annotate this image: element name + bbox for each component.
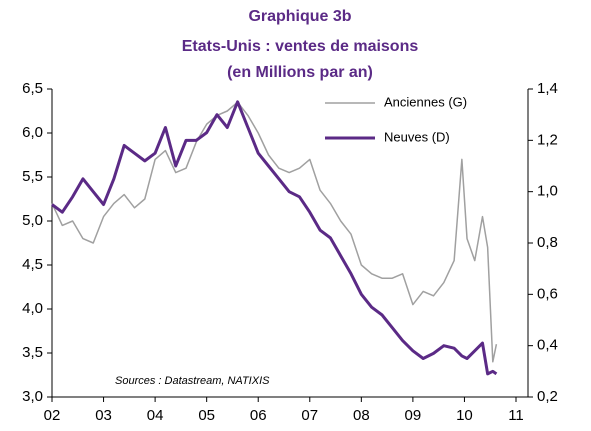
x-tick-label: 09 — [405, 407, 422, 424]
y2-tick-label: 0,8 — [537, 234, 558, 251]
y-tick-label: 6,5 — [22, 80, 43, 97]
x-tick-label: 06 — [250, 407, 267, 424]
x-tick-label: 08 — [353, 407, 370, 424]
y-tick-label: 3,5 — [22, 344, 43, 361]
y2-tick-label: 1,0 — [537, 183, 558, 200]
legend-label: Neuves (D) — [384, 129, 450, 144]
y-tick-label: 3,0 — [22, 388, 43, 405]
x-tick-label: 11 — [508, 407, 524, 424]
series-line — [51, 101, 498, 363]
series-line — [51, 100, 498, 376]
x-tick-label: 03 — [95, 407, 112, 424]
chart-title: (en Millions par an) — [227, 64, 373, 81]
y-tick-label: 4,0 — [22, 300, 43, 317]
x-tick-label: 04 — [147, 407, 164, 424]
legend-label: Anciennes (G) — [384, 94, 467, 109]
y2-tick-label: 0,4 — [537, 337, 558, 354]
y-tick-label: 5,5 — [22, 168, 43, 185]
x-tick-label: 02 — [44, 407, 61, 424]
chart-title: Graphique 3b — [248, 8, 351, 25]
x-tick-label: 10 — [456, 407, 473, 424]
annotation: Sources : Datastream, NATIXIS — [115, 375, 270, 387]
y2-tick-label: 1,2 — [537, 131, 558, 148]
y-tick-label: 4,5 — [22, 256, 43, 273]
y2-tick-label: 1,4 — [537, 80, 558, 97]
chart-title: Etats-Unis : ventes de maisons — [182, 38, 419, 55]
y-tick-label: 5,0 — [22, 212, 43, 229]
x-tick-label: 07 — [301, 407, 318, 424]
y-tick-label: 6,0 — [22, 124, 43, 141]
x-tick-label: 05 — [198, 407, 215, 424]
y2-tick-label: 0,6 — [537, 285, 558, 302]
y2-tick-label: 0,2 — [537, 388, 558, 405]
